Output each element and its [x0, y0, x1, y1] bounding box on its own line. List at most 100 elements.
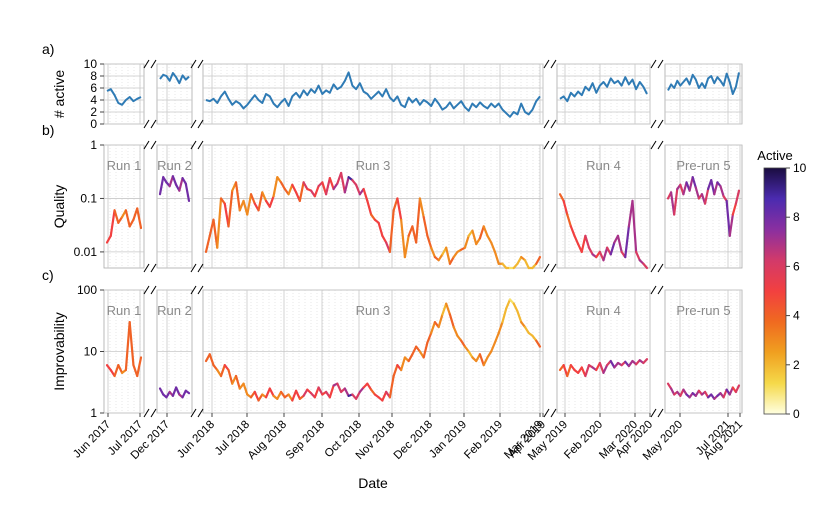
metric-line-segment	[366, 382, 373, 391]
metric-line-segment	[445, 246, 452, 265]
metric-line-segment	[713, 181, 719, 196]
metric-line-segment	[426, 234, 433, 249]
metric-line-segment	[452, 325, 459, 337]
axis-break-mark	[197, 285, 204, 295]
metric-line-segment	[362, 187, 369, 203]
axis-break-mark	[150, 59, 157, 69]
metric-line-segment	[246, 193, 253, 216]
y-tick-label: 8	[90, 69, 97, 83]
metric-line-segment	[694, 186, 700, 200]
axis-break-mark	[657, 140, 664, 150]
metric-line-segment	[136, 356, 143, 378]
y-tick-label: 0	[90, 117, 97, 131]
metric-line-segment	[328, 384, 335, 399]
metric-line-segment	[415, 197, 422, 244]
metric-line-segment	[261, 191, 268, 203]
metric-line-segment	[257, 191, 264, 212]
metric-line-segment	[728, 213, 734, 237]
axis-break-mark	[190, 263, 197, 273]
metric-line-segment	[616, 234, 623, 254]
metric-line-segment	[734, 384, 741, 394]
metric-line-segment	[184, 389, 191, 395]
metric-line-segment	[478, 353, 485, 367]
axis-break-mark	[143, 285, 150, 295]
metric-line-segment	[602, 364, 609, 374]
metric-line-segment	[204, 234, 211, 254]
metric-line-segment	[272, 176, 279, 198]
metric-line-segment	[403, 234, 410, 259]
metric-line-segment	[388, 209, 395, 254]
axis-break-mark	[650, 285, 657, 295]
metric-line-segment	[486, 350, 493, 359]
metric-line-segment	[264, 387, 271, 399]
metric-line-segment	[426, 331, 433, 344]
metric-line-segment	[411, 345, 418, 356]
metric-line-segment	[216, 197, 223, 249]
metric-line-segment	[336, 382, 343, 394]
metric-line-segment	[313, 386, 320, 399]
x-axis-label: Date	[358, 475, 388, 491]
metric-line-segment	[569, 225, 576, 237]
metric-line-segment	[448, 313, 455, 329]
metric-line-segment	[580, 234, 587, 254]
metric-line-segment	[279, 181, 286, 191]
metric-line-segment	[418, 197, 425, 219]
active-count-line	[667, 72, 740, 95]
metric-line-segment	[117, 364, 124, 374]
metric-line-segment	[587, 246, 594, 256]
axis-break-mark	[657, 408, 664, 418]
axis-break-mark	[197, 140, 204, 150]
y-tick-label: 1	[90, 406, 97, 420]
axis-break-mark	[543, 119, 550, 129]
axis-break-mark	[190, 408, 197, 418]
run-label: Run 4	[586, 158, 621, 173]
axis-break-mark	[190, 140, 197, 150]
metric-line-segment	[731, 202, 738, 216]
metric-line-segment	[558, 193, 565, 203]
metric-line-segment	[609, 241, 616, 256]
metric-line-segment	[562, 199, 569, 216]
metric-line-segment	[482, 356, 489, 367]
metric-line-segment	[523, 259, 530, 270]
metric-line-segment	[482, 225, 489, 237]
axis-break-mark	[650, 408, 657, 418]
metric-line-segment	[117, 215, 124, 224]
axis-break-mark	[190, 59, 197, 69]
metric-line-segment	[486, 234, 493, 244]
run-label: Run 1	[107, 158, 142, 173]
metric-line-segment	[642, 262, 649, 270]
metric-line-segment	[512, 302, 519, 313]
axes-frame	[664, 63, 743, 125]
metric-line-segment	[136, 207, 143, 230]
axis-break-mark	[657, 119, 664, 129]
panel-label: c)	[42, 267, 54, 283]
metric-line-segment	[113, 364, 120, 378]
metric-line-segment	[719, 185, 725, 198]
active-count-line	[159, 72, 190, 85]
axis-break-mark	[550, 119, 557, 129]
metric-line-segment	[478, 225, 485, 240]
colorbar-tick-label: 8	[793, 210, 800, 224]
metric-line-segment	[109, 209, 116, 237]
run-label: Run 2	[157, 303, 192, 318]
axes-frame	[202, 63, 544, 125]
axis-break-mark	[197, 408, 204, 418]
metric-line-segment	[181, 389, 187, 399]
metric-line-segment	[463, 234, 470, 249]
run-label: Run 1	[107, 303, 142, 318]
metric-line-segment	[268, 195, 275, 208]
metric-line-segment	[291, 389, 298, 402]
metric-line-segment	[703, 187, 710, 205]
metric-line-segment	[332, 182, 339, 191]
panel-label: a)	[42, 41, 54, 57]
active-count-line	[205, 71, 541, 118]
metric-line-segment	[609, 359, 616, 369]
metric-line-segment	[725, 199, 731, 237]
metric-line-segment	[328, 177, 335, 191]
colorbar-tick-label: 6	[793, 259, 800, 273]
metric-line-segment	[158, 387, 165, 396]
y-axis-label: Improvability	[51, 312, 67, 391]
axis-break-mark	[543, 408, 550, 418]
run-label: Run 3	[356, 158, 391, 173]
